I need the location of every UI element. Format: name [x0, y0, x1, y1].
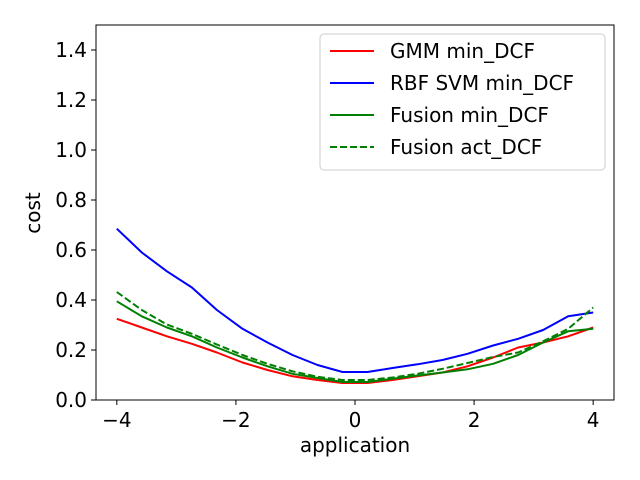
x-tick-label: −2: [221, 408, 250, 432]
legend-box: [319, 33, 606, 171]
x-tick-label: 2: [468, 408, 481, 432]
y-tick-label: 1.2: [55, 88, 87, 112]
legend: GMM min_DCF RBF SVM min_DCF Fusion min_DCF…: [319, 33, 606, 171]
x-tick-label: −4: [102, 408, 131, 432]
y-axis: 0.0 0.2 0.4 0.6 0.8 1.0 1.2 1.4: [55, 38, 96, 412]
legend-label-0: GMM min_DCF: [390, 39, 535, 63]
y-tick-label: 1.0: [55, 138, 87, 162]
series-line-2: [116, 300, 594, 383]
y-tick-label: 0.8: [55, 188, 87, 212]
series-line-1: [116, 227, 594, 373]
x-axis: −4 −2 0 2 4: [102, 400, 600, 432]
x-axis-label: application: [300, 433, 410, 457]
y-tick-label: 0.2: [55, 338, 87, 362]
legend-label-1: RBF SVM min_DCF: [390, 71, 574, 95]
y-tick-label: 0.6: [55, 238, 87, 262]
y-tick-label: 0.4: [55, 288, 87, 312]
plot-lines: [116, 227, 594, 384]
series-line-3: [116, 291, 594, 381]
legend-label-2: Fusion min_DCF: [390, 103, 549, 127]
y-tick-label: 0.0: [55, 388, 87, 412]
y-axis-label: cost: [21, 192, 45, 234]
y-tick-label: 1.4: [55, 38, 87, 62]
legend-label-3: Fusion act_DCF: [390, 135, 542, 159]
x-tick-label: 0: [349, 408, 362, 432]
x-tick-label: 4: [587, 408, 600, 432]
